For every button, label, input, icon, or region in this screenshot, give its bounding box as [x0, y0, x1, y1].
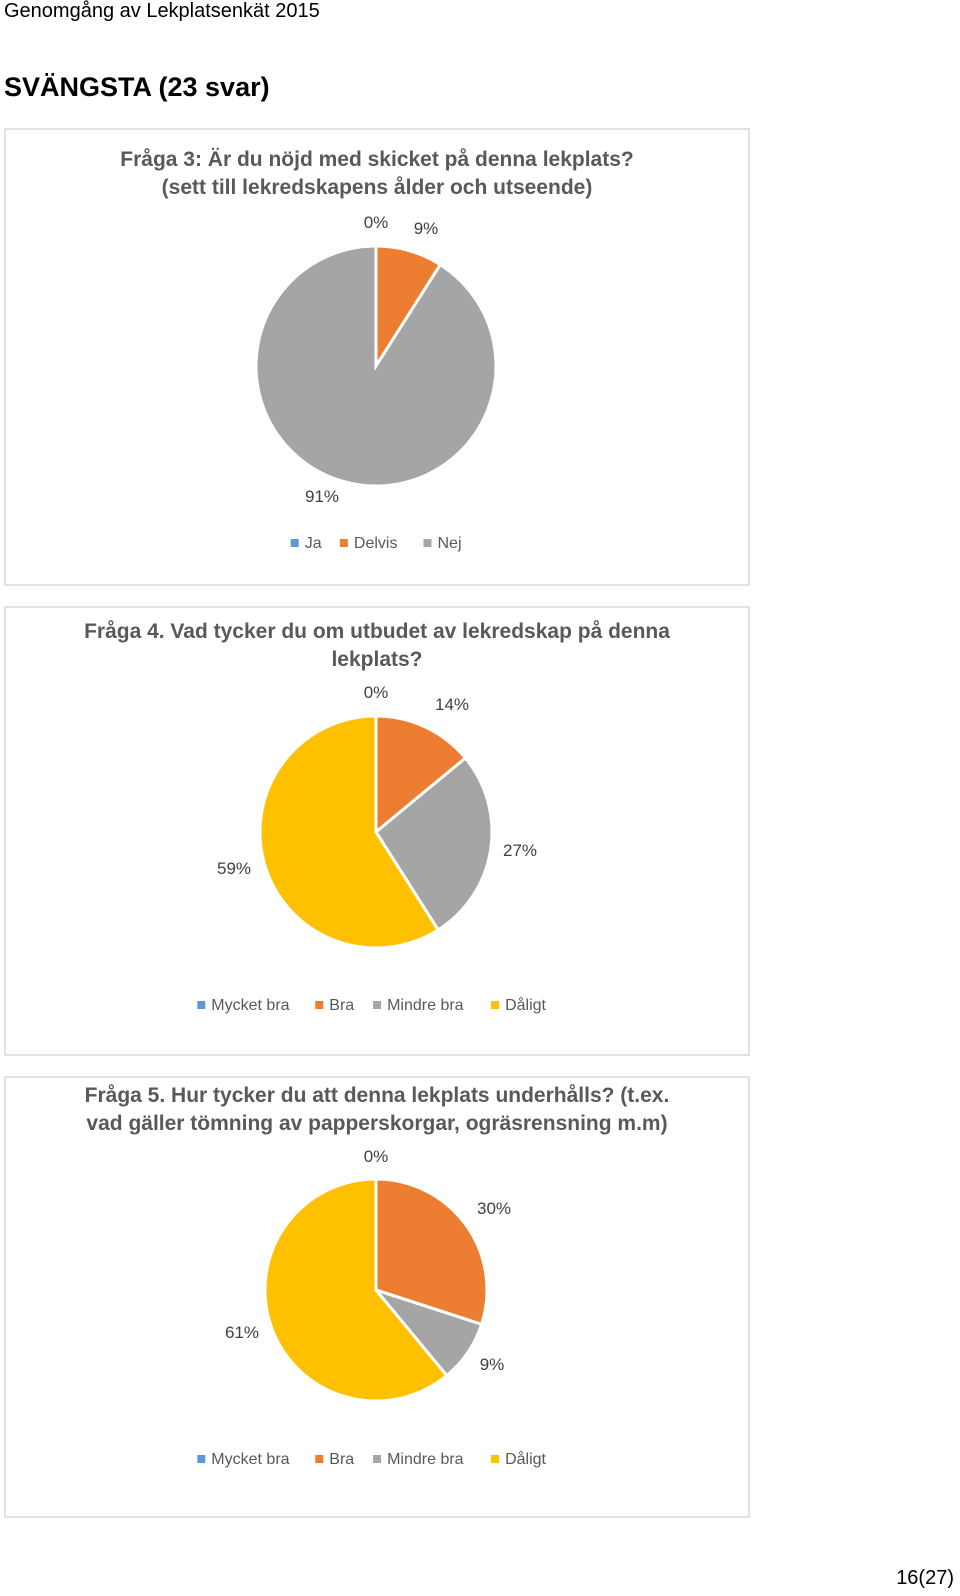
data-label-ja: 0% [364, 213, 389, 232]
data-label-daligt: 59% [217, 859, 251, 878]
legend-label: Dåligt [505, 1450, 546, 1468]
legend-item-mindre-bra: Mindre bra [373, 1451, 464, 1468]
pie-slice-daligt [258, 714, 441, 950]
legend-swatch [197, 1001, 206, 1009]
pie-slice-bra [374, 1177, 489, 1327]
legend-label: Mycket bra [211, 1451, 289, 1468]
legend-item-mindre-bra: Mindre bra [373, 997, 464, 1014]
pie-slice-nej [254, 244, 498, 488]
legend-swatch [315, 1001, 324, 1009]
data-label-delvis: 9% [414, 219, 439, 238]
legend-swatch [290, 539, 299, 547]
legend-swatch [373, 1455, 382, 1463]
legend-item-mycket-bra: Mycket bra [197, 997, 290, 1014]
legend-label: Dåligt [505, 996, 546, 1014]
legend-label: Mindre bra [387, 1451, 464, 1468]
pie-slice-mindre-bra [374, 755, 494, 933]
legend-item-bra: Bra [315, 1451, 354, 1468]
legend-swatch [423, 539, 432, 547]
chart-title-line-1: Fråga 5. Hur tycker du att denna lekplat… [85, 1084, 670, 1107]
chart-title-line-2: lekplats? [331, 648, 422, 671]
legend-label: Delvis [354, 535, 398, 552]
legend-swatch [491, 1001, 500, 1009]
legend-item-delvis: Delvis [339, 535, 398, 552]
legend-item-nej: Nej [423, 535, 462, 552]
legend-swatch [491, 1455, 500, 1463]
legend-label: Ja [305, 535, 322, 552]
legend-item-bra: Bra [315, 997, 354, 1014]
data-label-daligt: 61% [225, 1323, 259, 1342]
document-header: Genomgång av Lekplatsenkät 2015 [4, 0, 320, 22]
legend-label: Bra [329, 997, 354, 1014]
pie-slice-bra [374, 714, 468, 836]
chart-frame-q5: Fråga 5. Hur tycker du att denna lekplat… [4, 1076, 750, 1518]
chart-title-line-1: Fråga 4. Vad tycker du om utbudet av lek… [84, 620, 670, 643]
pie-slice-daligt [263, 1177, 449, 1403]
pie-chart-q5: Fråga 5. Hur tycker du att denna lekplat… [85, 1084, 670, 1468]
chart-title-line-1: Fråga 3: Är du nöjd med skicket på denna… [120, 148, 633, 171]
legend-item-mycket-bra: Mycket bra [197, 1451, 290, 1468]
section-title: SVÄNGSTA (23 svar) [4, 72, 270, 102]
legend-label: Mycket bra [211, 997, 289, 1014]
legend-item-daligt: Dåligt [491, 996, 547, 1014]
data-label-bra: 14% [435, 695, 469, 714]
legend-swatch [339, 539, 348, 547]
data-label-mycket-bra: 0% [364, 1147, 389, 1166]
data-label-mycket-bra: 0% [364, 683, 389, 702]
pie-chart-q4: Fråga 4. Vad tycker du om utbudet av lek… [84, 620, 670, 1014]
legend-label: Mindre bra [387, 997, 464, 1014]
page-number: 16(27) [896, 1567, 954, 1589]
legend-swatch [373, 1001, 382, 1009]
pie-chart-q3: Fråga 3: Är du nöjd med skicket på denna… [120, 148, 633, 552]
legend-label: Bra [329, 1451, 354, 1468]
data-label-mindre-bra: 9% [480, 1355, 505, 1374]
chart-frame-q3: Fråga 3: Är du nöjd med skicket på denna… [4, 128, 750, 586]
data-label-bra: 30% [477, 1199, 511, 1218]
legend-swatch [197, 1455, 206, 1463]
legend-item-daligt: Dåligt [491, 1450, 547, 1468]
chart-title-line-2: (sett till lekredskapens ålder och utsee… [162, 176, 593, 199]
legend-label: Nej [438, 535, 462, 552]
legend-item-ja: Ja [290, 535, 322, 552]
chart-frame-q4: Fråga 4. Vad tycker du om utbudet av lek… [4, 606, 750, 1056]
data-label-mindre-bra: 27% [503, 841, 537, 860]
legend-swatch [315, 1455, 324, 1463]
chart-title-line-2: vad gäller tömning av papperskorgar, ogr… [86, 1112, 667, 1135]
data-label-nej: 91% [305, 487, 339, 506]
